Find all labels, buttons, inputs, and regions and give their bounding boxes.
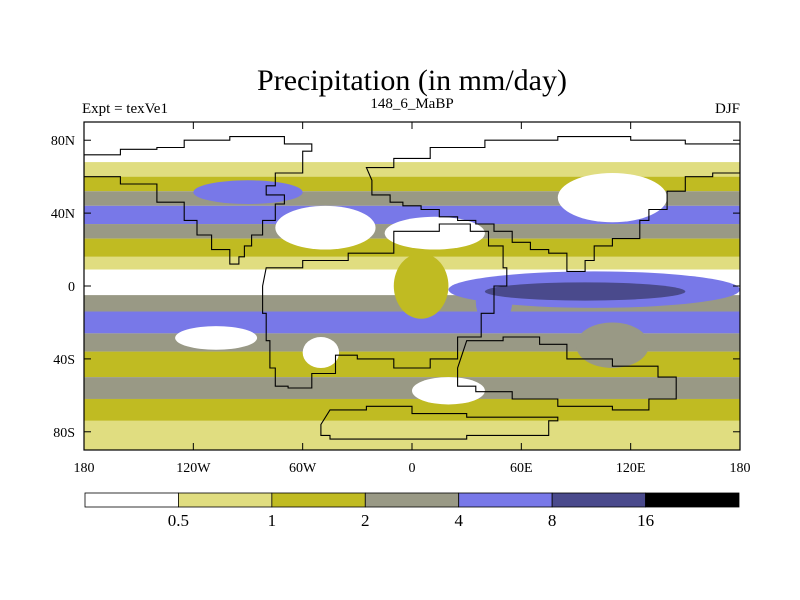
lat-tick-label: 80S [53, 426, 75, 441]
lon-tick-label: 120W [176, 461, 211, 476]
season-label: DJF [715, 101, 740, 117]
coastline-india-australia [457, 336, 677, 411]
colorbar-swatch-0 [84, 492, 179, 508]
lat-tick-label: 40S [53, 353, 75, 368]
precip-region-1 [393, 253, 449, 319]
colorbar-swatch-1 [178, 492, 273, 508]
precip-region-9 [193, 180, 303, 204]
coastline-north-america [84, 136, 313, 265]
precip-region-3 [384, 216, 485, 250]
precip-region-10 [576, 322, 649, 368]
colorbar: 0.5 1 2 4 8 16 [84, 492, 740, 530]
lon-tick-label: 0 [409, 461, 416, 476]
coastline-africa-south-america [262, 223, 508, 389]
colorbar-label: 2 [361, 511, 370, 530]
continent-outlines [84, 136, 740, 440]
colorbar-label: 4 [454, 511, 463, 530]
colorbar-label: 0.5 [168, 511, 189, 530]
lat-tick-label: 0 [68, 280, 75, 295]
precip-band-1 [84, 162, 740, 177]
lon-tick-label: 60E [510, 461, 533, 476]
colorbar-swatch-5 [551, 492, 646, 508]
precip-band-10 [84, 311, 740, 334]
precip-region-0 [275, 205, 376, 250]
experiment-label: Expt = texVe1 [82, 101, 168, 117]
figure-title: Precipitation (in mm/day) [257, 64, 567, 97]
coastline-eurasia [365, 136, 740, 272]
latitude-axis: 80N 40N 0 40S 80S [51, 134, 740, 441]
colorbar-label: 8 [548, 511, 557, 530]
colorbar-label: 1 [268, 511, 277, 530]
lat-tick-label: 80N [51, 134, 75, 149]
precip-region-11 [412, 377, 485, 405]
lon-tick-label: 180 [730, 461, 751, 476]
precip-region-8 [302, 337, 340, 368]
lon-tick-label: 60W [289, 461, 317, 476]
lon-tick-label: 120E [616, 461, 646, 476]
precip-region-6 [484, 282, 686, 301]
colorbar-swatch-4 [458, 492, 553, 508]
colorbar-swatch-3 [364, 492, 460, 508]
period-label: 148_6_MaBP [370, 96, 453, 112]
lat-tick-label: 40N [51, 207, 75, 222]
precip-region-4 [557, 173, 668, 223]
lon-tick-label: 180 [74, 461, 95, 476]
precip-band-13 [84, 377, 740, 399]
colorbar-swatch-2 [271, 492, 366, 508]
precip-region-7 [175, 326, 258, 350]
longitude-axis: 180 120W 60W 0 60E 120E 180 [74, 122, 751, 476]
colorbar-swatch-6 [645, 492, 740, 508]
precipitation-field [84, 122, 740, 450]
coastline-antarctica [320, 405, 559, 440]
colorbar-label: 16 [637, 511, 654, 530]
